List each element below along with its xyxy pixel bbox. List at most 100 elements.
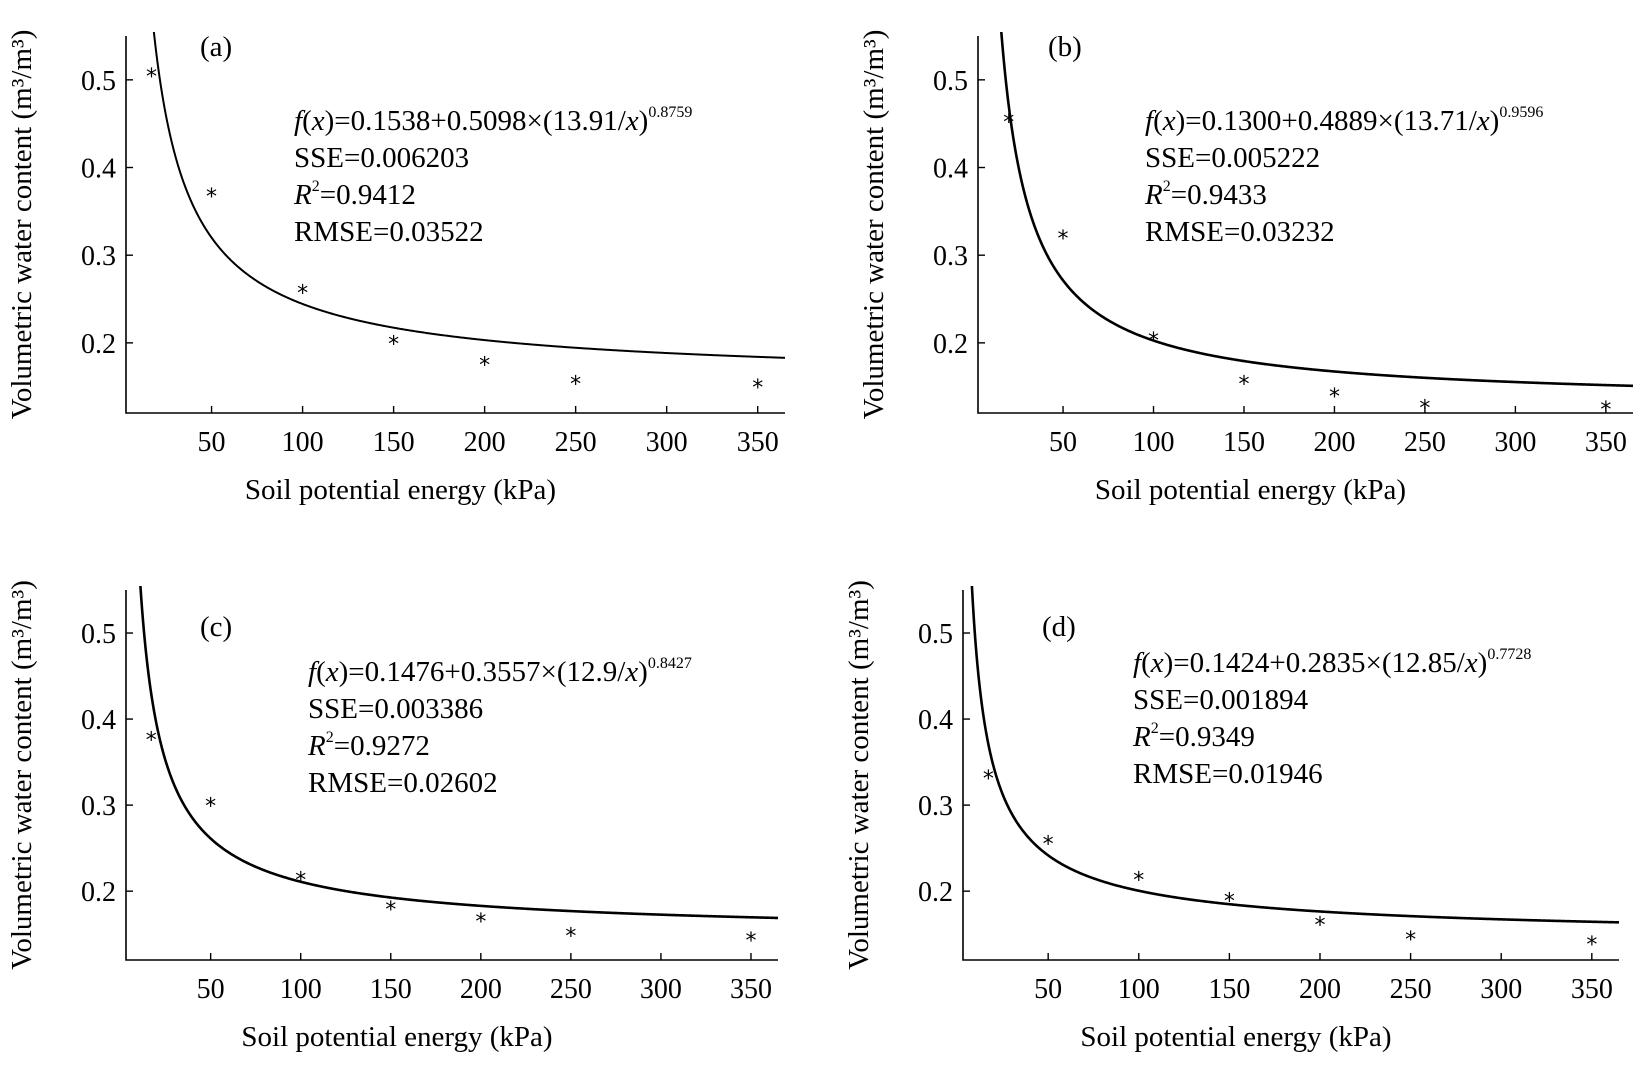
data-point: * <box>479 353 490 378</box>
data-point: * <box>388 332 399 357</box>
fit-rmse: RMSE=0.03232 <box>1145 216 1335 248</box>
y-tick-label: 0.5 <box>81 619 116 650</box>
y-tick-label: 0.2 <box>81 329 116 360</box>
chart-panel-3: 50 100 150 200 250 300 350 0.2 0.3 0.4 0.5 Soil pot… <box>6 580 778 1053</box>
data-point: * <box>565 925 576 950</box>
y-tick-label: 0.5 <box>918 619 953 650</box>
fit-equation: f(x)=0.1424+0.2835×(12.85/x)0.7728 <box>1133 646 1531 679</box>
x-tick-label: 100 <box>1133 427 1175 458</box>
data-point: * <box>983 767 994 792</box>
y-tick-label: 0.2 <box>81 877 116 908</box>
x-tick-label: 200 <box>464 427 506 458</box>
fit-r2: R2=0.9412 <box>293 178 416 211</box>
panel-label: (c) <box>200 611 232 643</box>
x-tick-label: 150 <box>370 974 412 1005</box>
axes-frame <box>125 590 778 961</box>
x-tick-label: 100 <box>282 427 324 458</box>
data-point: * <box>1586 933 1597 958</box>
x-tick-label: 250 <box>550 974 592 1005</box>
fit-r2: R2=0.9349 <box>1132 720 1255 753</box>
y-tick-label: 0.5 <box>933 66 968 97</box>
axes-frame <box>977 36 1633 414</box>
data-point: * <box>1329 385 1340 410</box>
data-point: * <box>1419 396 1430 421</box>
axes-frame <box>962 590 1619 961</box>
panel-label: (d) <box>1042 611 1076 643</box>
fit-sse: SSE=0.003386 <box>308 693 483 725</box>
y-tick-label: 0.3 <box>81 241 116 272</box>
y-tick-label: 0.4 <box>81 154 116 185</box>
data-point: * <box>570 373 581 398</box>
y-tick-label: 0.3 <box>81 791 116 822</box>
data-point: * <box>1600 398 1611 423</box>
x-tick-label: 100 <box>1118 974 1160 1005</box>
data-point: * <box>206 185 217 210</box>
x-tick-label: 350 <box>1585 427 1627 458</box>
fit-rmse: RMSE=0.01946 <box>1133 758 1323 790</box>
fit-r2: R2=0.9433 <box>1144 178 1267 211</box>
y-tick-label: 0.5 <box>81 66 116 97</box>
x-axis-label: Soil potential energy (kPa) <box>245 474 556 506</box>
data-point: * <box>745 929 756 954</box>
x-tick-label: 250 <box>1390 974 1432 1005</box>
data-point: * <box>297 282 308 307</box>
x-tick-label: 350 <box>737 427 779 458</box>
y-axis-label: Volumetric water content (m³/m³) <box>6 580 38 970</box>
x-tick-label: 300 <box>1480 974 1522 1005</box>
y-axis-label: Volumetric water content (m³/m³) <box>843 580 875 970</box>
data-point: * <box>1003 111 1014 136</box>
fit-curve <box>1000 32 1633 388</box>
x-tick-label: 150 <box>1223 427 1265 458</box>
fit-curve <box>139 586 778 920</box>
fit-curve <box>970 586 1619 924</box>
x-tick-label: 50 <box>1034 974 1062 1005</box>
fit-sse: SSE=0.006203 <box>294 142 469 174</box>
x-tick-label: 350 <box>1571 974 1613 1005</box>
x-tick-label: 200 <box>460 974 502 1005</box>
y-tick-label: 0.2 <box>918 877 953 908</box>
data-point: * <box>1058 227 1069 252</box>
fit-curve <box>152 32 785 359</box>
data-point: * <box>475 910 486 935</box>
y-tick-label: 0.4 <box>81 705 116 736</box>
x-axis-label: Soil potential energy (kPa) <box>1095 474 1406 506</box>
data-point: * <box>295 869 306 894</box>
x-tick-label: 150 <box>373 427 415 458</box>
axes-frame <box>125 36 785 414</box>
data-point: * <box>205 795 216 820</box>
x-tick-label: 250 <box>555 427 597 458</box>
y-tick-label: 0.3 <box>918 791 953 822</box>
data-point: * <box>752 376 763 401</box>
x-tick-label: 350 <box>730 974 772 1005</box>
data-point: * <box>1405 928 1416 953</box>
data-point: * <box>146 728 157 753</box>
fit-equation: f(x)=0.1476+0.3557×(12.9/x)0.8427 <box>308 655 692 688</box>
data-point: * <box>146 65 157 90</box>
fit-sse: SSE=0.005222 <box>1145 142 1320 174</box>
x-tick-label: 300 <box>640 974 682 1005</box>
data-point: * <box>1148 329 1159 354</box>
data-point: * <box>1133 869 1144 894</box>
x-tick-label: 50 <box>198 427 226 458</box>
fit-sse: SSE=0.001894 <box>1133 684 1309 716</box>
fit-r2: R2=0.9272 <box>307 729 430 762</box>
x-tick-label: 250 <box>1404 427 1446 458</box>
chart-panel-2: 50 100 150 200 250 300 350 0.2 0.3 0.4 0.5 Soil pot… <box>858 30 1633 506</box>
chart-panel-4: 50 100 150 200 250 300 350 0.2 0.3 0.4 0.5 Soil pot… <box>843 580 1619 1053</box>
y-axis-label: Volumetric water content (m³/m³) <box>6 30 38 420</box>
fit-rmse: RMSE=0.02602 <box>308 767 498 799</box>
data-point: * <box>1238 373 1249 398</box>
x-tick-label: 200 <box>1299 974 1341 1005</box>
x-axis-label: Soil potential energy (kPa) <box>241 1021 552 1053</box>
x-tick-label: 100 <box>280 974 322 1005</box>
fit-equation: f(x)=0.1300+0.4889×(13.71/x)0.9596 <box>1145 104 1543 137</box>
x-tick-label: 300 <box>646 427 688 458</box>
x-axis-label: Soil potential energy (kPa) <box>1080 1021 1391 1053</box>
x-tick-label: 200 <box>1313 427 1355 458</box>
x-tick-label: 50 <box>197 974 225 1005</box>
y-axis-label: Volumetric water content (m³/m³) <box>858 30 890 420</box>
fit-equation: f(x)=0.1538+0.5098×(13.91/x)0.8759 <box>294 104 692 137</box>
panel-label: (b) <box>1048 31 1082 63</box>
fit-rmse: RMSE=0.03522 <box>294 216 484 248</box>
